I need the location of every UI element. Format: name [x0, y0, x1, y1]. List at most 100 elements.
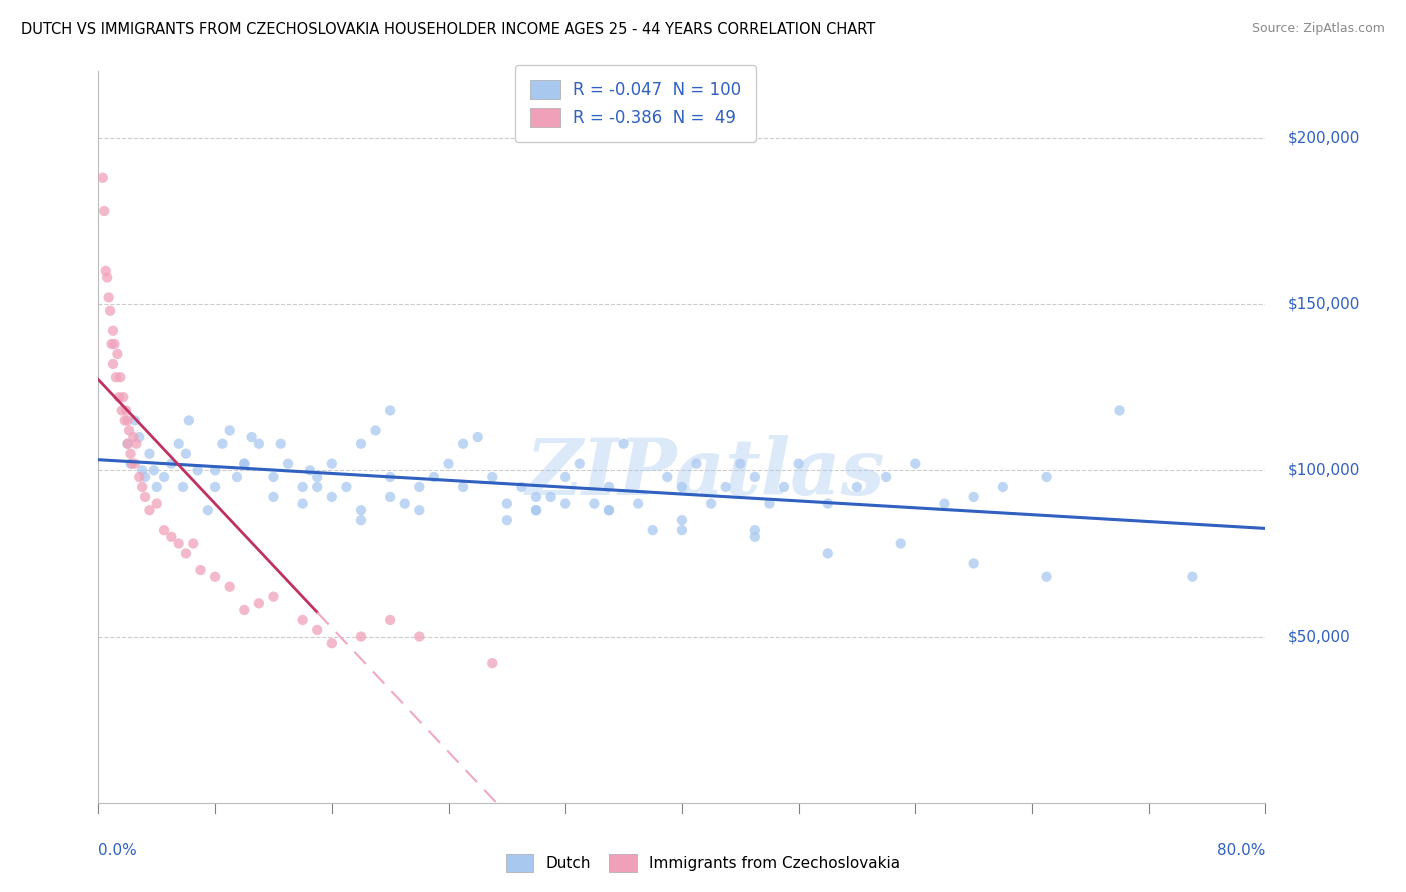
Point [117, 436, 139, 450]
Point [875, 470, 897, 484]
Point [204, 570, 226, 584]
Point [101, 324, 124, 338]
Point [451, 480, 474, 494]
Point [408, 480, 430, 494]
Point [350, 630, 373, 644]
Point [598, 480, 620, 494]
Point [408, 630, 430, 644]
Point [321, 490, 343, 504]
Point [671, 513, 693, 527]
Point [481, 470, 503, 484]
Point [124, 413, 146, 427]
Point [787, 457, 810, 471]
Point [540, 490, 562, 504]
Text: 0.0%: 0.0% [98, 843, 138, 858]
Point [96, 270, 118, 285]
Point [380, 470, 402, 484]
Point [263, 470, 285, 484]
Point [298, 463, 321, 477]
Point [321, 636, 343, 650]
Point [744, 530, 766, 544]
Point [437, 457, 460, 471]
Point [218, 424, 240, 438]
Point [115, 403, 138, 417]
Point [174, 546, 197, 560]
Point [211, 436, 233, 450]
Point [204, 463, 226, 477]
Point [890, 536, 912, 550]
Point [110, 370, 132, 384]
Point [270, 436, 292, 450]
Point [128, 430, 150, 444]
Point [103, 337, 125, 351]
Point [817, 546, 839, 560]
Point [277, 457, 299, 471]
Point [204, 480, 226, 494]
Point [524, 503, 547, 517]
Point [160, 457, 183, 471]
Point [291, 613, 314, 627]
Point [991, 480, 1014, 494]
Point [226, 470, 249, 484]
Point [1035, 470, 1057, 484]
Point [167, 536, 190, 550]
Point [108, 390, 131, 404]
Point [93, 204, 115, 219]
Point [131, 463, 153, 477]
Point [100, 337, 122, 351]
Legend: Dutch, Immigrants from Czechoslovakia: Dutch, Immigrants from Czechoslovakia [499, 848, 907, 878]
Point [190, 563, 212, 577]
Point [181, 536, 204, 550]
Point [187, 463, 209, 477]
Point [350, 513, 373, 527]
Point [817, 497, 839, 511]
Point [218, 580, 240, 594]
Point [247, 596, 270, 610]
Point [263, 590, 285, 604]
Point [263, 490, 285, 504]
Point [627, 497, 650, 511]
Point [496, 513, 519, 527]
Point [128, 470, 150, 484]
Point [510, 480, 533, 494]
Point [364, 424, 387, 438]
Point [1035, 570, 1057, 584]
Point [160, 530, 183, 544]
Point [153, 470, 176, 484]
Point [233, 603, 256, 617]
Text: 80.0%: 80.0% [1218, 843, 1265, 858]
Point [153, 523, 176, 537]
Point [98, 303, 121, 318]
Point [380, 490, 402, 504]
Point [554, 470, 576, 484]
Point [423, 470, 446, 484]
Point [962, 490, 984, 504]
Text: $150,000: $150,000 [1288, 297, 1360, 311]
Point [240, 430, 263, 444]
Point [307, 623, 329, 637]
Point [846, 480, 869, 494]
Point [111, 403, 134, 417]
Point [120, 447, 142, 461]
Point [97, 290, 120, 304]
Point [121, 457, 143, 471]
Point [524, 503, 547, 517]
Point [120, 457, 142, 471]
Point [657, 470, 679, 484]
Point [394, 497, 416, 511]
Point [131, 480, 153, 494]
Point [1181, 570, 1204, 584]
Point [671, 523, 693, 537]
Point [350, 436, 373, 450]
Point [962, 557, 984, 571]
Point [307, 470, 329, 484]
Point [335, 480, 357, 494]
Point [134, 470, 156, 484]
Point [197, 503, 219, 517]
Point [247, 436, 270, 450]
Point [934, 497, 956, 511]
Point [641, 523, 664, 537]
Point [117, 413, 139, 427]
Point [598, 503, 620, 517]
Point [125, 436, 148, 450]
